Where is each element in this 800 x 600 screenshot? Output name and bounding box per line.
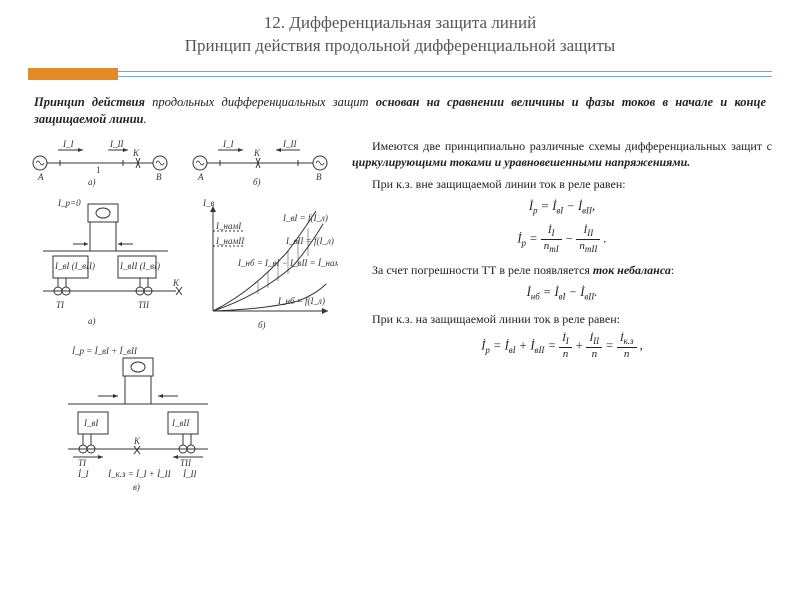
diagram-top-b: K I_I I_II A B б) xyxy=(193,139,327,187)
principle-mid: продольных дифференциальных защит xyxy=(145,95,376,109)
svg-text:K: K xyxy=(132,148,140,158)
para1-t1: Имеются две принципиально различные схем… xyxy=(372,139,772,153)
lbl-IvIf: I_вI = f(I_л) xyxy=(282,213,328,223)
lbl-a-mid: а) xyxy=(88,316,96,326)
lbl-I-I-bot: İ_I xyxy=(77,469,89,479)
lbl-I-II-bot: İ_II xyxy=(182,469,197,479)
diagrams-column: 1 K I_I I_II A B а) xyxy=(28,138,338,502)
lbl-IvI: I_вI (I_вII) xyxy=(54,261,95,271)
divider xyxy=(28,68,772,80)
para2: При к.з. вне защищаемой линии ток в реле… xyxy=(352,176,772,192)
principle-tail: . xyxy=(144,112,147,126)
lbl-A-a: A xyxy=(37,172,44,182)
para3-t1: За счет погрешности ТТ в реле появляется xyxy=(372,263,593,277)
lbl-I-I-b: I_I xyxy=(222,139,234,149)
lbl-b: б) xyxy=(253,177,261,187)
lbl-TI-bot: TI xyxy=(78,458,87,468)
svg-text:K: K xyxy=(253,148,261,158)
lbl-Ip0: I_p=0 xyxy=(57,198,81,208)
diagram-mid-b: I_в I_намI I_намII xyxy=(202,198,338,330)
divider-accent xyxy=(28,68,118,80)
lbl-InamII: I_намII xyxy=(215,236,245,246)
lbl-a: а) xyxy=(88,177,96,187)
lbl-B-a: B xyxy=(156,172,162,182)
para4: При к.з. на защищаемой линии ток в реле … xyxy=(352,311,772,327)
title-line1: 12. Дифференциальная защита линий xyxy=(264,13,536,32)
diagram-top: 1 K I_I I_II A B а) xyxy=(28,138,338,188)
formula3: İр = İвI + İвII = İIn + İIIn = İк.зn , xyxy=(352,333,772,360)
lbl-InamI: I_намI xyxy=(215,221,242,231)
formula1: İр = İвI − İвII, xyxy=(352,198,772,217)
diagram-middle: I_p=0 I_вI (I_вII) I_вII (I_вI) xyxy=(28,196,338,336)
lbl-K-mid: K xyxy=(172,278,180,288)
lbl-B-b: B xyxy=(316,172,322,182)
lbl-IB: I_в xyxy=(202,198,214,208)
lbl-I-II: I_II xyxy=(109,139,124,149)
divider-line xyxy=(118,71,772,77)
para1-em: циркулирующими токами и уравновешенными … xyxy=(352,155,690,169)
title-line2: Принцип действия продольной дифференциал… xyxy=(185,36,615,55)
lbl-I-II-b: I_II xyxy=(282,139,297,149)
text-column: Имеются две принципиально различные схем… xyxy=(352,138,772,502)
formula1b: İр = İInтI − İIInтII . xyxy=(352,225,772,254)
formula2: İнб = İвI − İвII. xyxy=(352,284,772,303)
lbl-K-bot: K xyxy=(133,436,141,446)
lbl-TI: TI xyxy=(56,300,65,310)
diagram-mid-a: I_p=0 I_вI (I_вII) I_вII (I_вI) xyxy=(43,198,182,326)
para1: Имеются две принципиально различные схем… xyxy=(352,138,772,170)
diagram-bot-v: İ_p = İ_вI + İ_вII I_вI I_вII TI xyxy=(68,346,208,492)
para3-em: ток небаланса xyxy=(593,263,671,277)
lbl-IvII-bot: I_вII xyxy=(171,418,190,428)
lbl-IvIIf: I_вII = f(I_л) xyxy=(285,236,334,246)
lbl-A-b: A xyxy=(197,172,204,182)
lbl-I-I: I_I xyxy=(62,139,74,149)
principle-paragraph: Принцип действия продольных дифференциал… xyxy=(28,94,772,128)
para3-t2: : xyxy=(671,263,674,277)
content-row: 1 K I_I I_II A B а) xyxy=(28,138,772,502)
lbl-Ikz: İ_к.з = İ_I + İ_II xyxy=(107,469,172,479)
para3: За счет погрешности ТТ в реле появляется… xyxy=(352,262,772,278)
lbl-IvII: I_вII (I_вI) xyxy=(119,261,160,271)
lbl-IvI-bot: I_вI xyxy=(83,418,99,428)
diagram-bottom: İ_p = İ_вI + İ_вII I_вI I_вII TI xyxy=(28,344,338,494)
lbl-TII-bot: TII xyxy=(180,458,192,468)
lbl-TII: TII xyxy=(138,300,150,310)
principle-lead: Принцип действия xyxy=(34,95,145,109)
lbl-Ip-bot: İ_p = İ_вI + İ_вII xyxy=(71,346,138,356)
svg-text:1: 1 xyxy=(96,165,101,175)
diagram-top-a: 1 K I_I I_II A B а) xyxy=(33,139,167,187)
lbl-v: в) xyxy=(133,482,140,492)
page-title: 12. Дифференциальная защита линий Принци… xyxy=(28,12,772,58)
lbl-b-mid: б) xyxy=(258,320,266,330)
lbl-Inbf: I_нб = f(I_л) xyxy=(277,296,325,306)
lbl-Inb: I_нб = I_вI − I_вII = İ_намII − İ_намI xyxy=(237,258,338,268)
